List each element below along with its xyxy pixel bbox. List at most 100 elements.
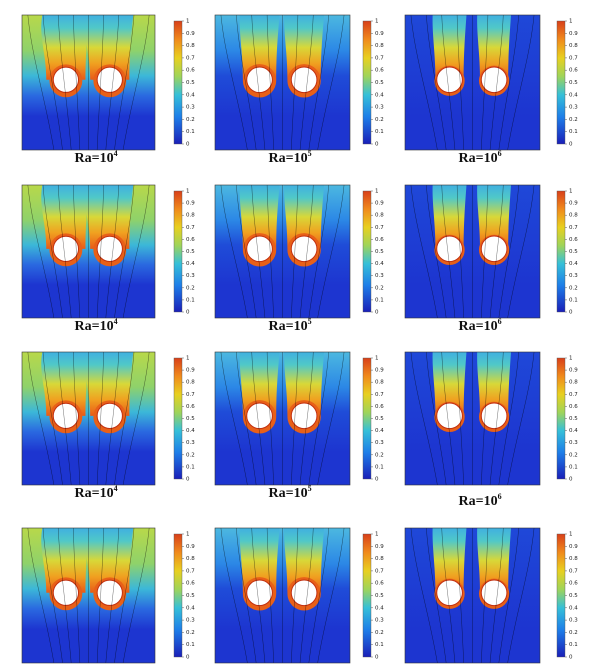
colorbar-tick-label: 0.3: [375, 105, 384, 111]
streamline: [507, 351, 535, 486]
streamline: [299, 184, 314, 319]
colorbar-tick-label: 0.1: [375, 297, 384, 303]
colorbar-tick-label: 0.7: [569, 568, 578, 574]
ra-base: Ra=10: [75, 151, 114, 166]
streamline: [42, 14, 63, 151]
colorbar-tick-label: 0.3: [569, 273, 578, 279]
colorbar-tick-label: 0.8: [186, 43, 195, 49]
colorbar-tick-label: 0.7: [186, 55, 195, 61]
plume: [477, 352, 512, 416]
streamline: [507, 14, 535, 151]
colorbar-tick-label: 1: [186, 19, 190, 25]
plume: [284, 528, 325, 593]
ra-base: Ra=10: [269, 486, 308, 501]
streamline: [426, 527, 447, 664]
cylinder: [290, 402, 318, 430]
colorbar-tick-label: 0.1: [569, 297, 578, 303]
cylinder: [436, 402, 463, 430]
ra-base: Ra=10: [75, 486, 114, 501]
colorbar: [173, 533, 183, 658]
panel-border: [404, 351, 541, 486]
streamline: [251, 351, 266, 486]
contour-panel: [21, 527, 156, 664]
streamline: [456, 14, 464, 151]
colorbar-tick-label: 0.3: [375, 618, 384, 624]
streamline: [27, 351, 55, 486]
panel-border: [214, 527, 351, 664]
streamline: [73, 527, 81, 664]
panel-border: [21, 351, 156, 486]
colorbar-tick-label: 0.8: [186, 556, 195, 562]
panel-border: [404, 527, 541, 664]
streamline: [317, 14, 345, 151]
ra-label: Ra=106: [459, 149, 502, 166]
colorbar: [556, 533, 566, 658]
streamline: [27, 527, 55, 664]
colorbar-tick-label: 0.8: [375, 556, 384, 562]
colorbar-tick-label: 0.4: [569, 92, 578, 98]
colorbar-tick-label: 0.5: [569, 593, 578, 599]
plume: [85, 528, 134, 593]
plume: [41, 15, 90, 80]
streamline: [220, 351, 248, 486]
colorbar-tick-label: 0.3: [569, 105, 578, 111]
colorbar-tick-label: 0.6: [569, 404, 578, 410]
colorbar-tick-label: 0.1: [569, 642, 578, 648]
panel-border: [21, 184, 156, 319]
streamline: [299, 527, 314, 664]
cylinder: [96, 66, 123, 93]
streamline: [266, 527, 274, 664]
streamline: [426, 351, 447, 486]
colorbar-tick-label: 0.9: [186, 201, 195, 207]
colorbar-tick-label: 0.6: [375, 581, 384, 587]
contour-panel: [21, 351, 156, 486]
colorbar-tick-label: 0.8: [569, 556, 578, 562]
colorbar-tick-label: 0.6: [186, 68, 195, 74]
streamline: [220, 184, 248, 319]
colorbar-tick-label: 1: [375, 19, 379, 25]
colorbar-tick-label: 0.1: [375, 642, 384, 648]
contour-panel: [404, 527, 541, 664]
colorbar: [556, 20, 566, 145]
streamline: [456, 184, 464, 319]
panel-border: [214, 184, 351, 319]
colorbar-tick-label: 0.6: [186, 237, 195, 243]
streamline: [317, 351, 345, 486]
ra-exponent: 5: [308, 149, 312, 158]
colorbar-tick-label: 0.4: [375, 428, 384, 434]
colorbar-tick-label: 0.6: [186, 581, 195, 587]
colorbar-tick-label: 0.5: [569, 80, 578, 86]
streamline: [481, 184, 489, 319]
colorbar: [556, 190, 566, 313]
plume: [284, 15, 325, 80]
cylinder: [480, 579, 508, 607]
colorbar-tick-label: 1: [569, 19, 573, 25]
streamline: [105, 184, 120, 319]
ra-label: Ra=106: [459, 492, 502, 509]
ra-exponent: 4: [114, 317, 118, 326]
plume: [284, 185, 325, 249]
ra-exponent: 4: [114, 484, 118, 493]
colorbar: [173, 20, 183, 145]
colorbar-tick-label: 0.2: [375, 630, 384, 636]
colorbar-tick-label: 0.8: [375, 43, 384, 49]
colorbar-tick-label: 0: [569, 142, 573, 148]
streamline: [410, 527, 438, 664]
streamline: [57, 351, 72, 486]
streamline: [456, 527, 464, 664]
contour-panel: [21, 14, 156, 151]
colorbar-tick-label: 0: [186, 477, 190, 483]
plume: [239, 185, 280, 249]
colorbar-tick-label: 0.9: [186, 31, 195, 37]
ra-base: Ra=10: [75, 319, 114, 334]
panel-border: [404, 14, 541, 151]
streamline: [236, 527, 257, 664]
contour-panel: [214, 527, 351, 664]
colorbar-tick-label: 0.2: [375, 452, 384, 458]
colorbar-tick-label: 0.7: [569, 392, 578, 398]
colorbar-tick-label: 0.4: [186, 92, 195, 98]
streamline: [266, 14, 274, 151]
streamline: [57, 527, 72, 664]
colorbar-tick-label: 0.4: [569, 428, 578, 434]
